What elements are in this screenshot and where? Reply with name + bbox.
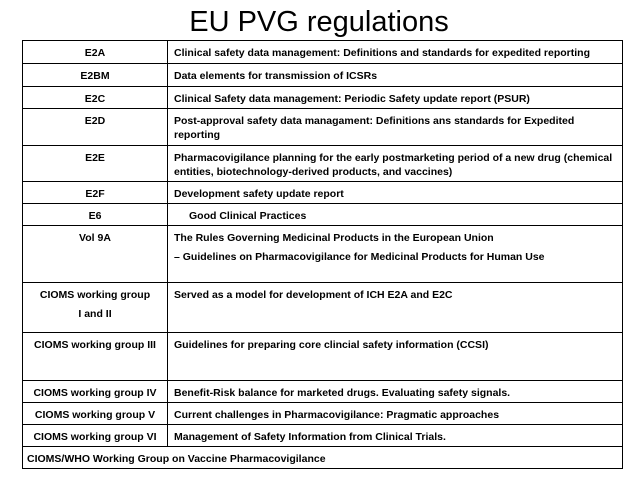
regulation-code: E2C <box>22 86 168 109</box>
table-row: CIOMS working group III Guidelines for pr… <box>22 332 623 381</box>
regulation-code: E2D <box>22 108 168 146</box>
regulation-description: Current challenges in Pharmacovigilance:… <box>167 402 623 425</box>
table-row: E2E Pharmacovigilance planning for the ea… <box>22 145 623 182</box>
regulation-code: E6 <box>22 203 168 226</box>
table-row: CIOMS/WHO Working Group on Vaccine Pharm… <box>22 446 623 469</box>
table-row: CIOMS working group IV Benefit-Risk balan… <box>22 380 623 403</box>
regulation-code: CIOMS working group IV <box>22 380 168 403</box>
regulation-code: CIOMS working group I and II <box>22 282 168 333</box>
regulation-description: Clinical Safety data management: Periodi… <box>167 86 623 109</box>
cell-line: The Rules Governing Medicinal Products i… <box>174 232 494 244</box>
cell-line: CIOMS working group <box>39 289 151 301</box>
regulation-code: E2F <box>22 181 168 204</box>
table-row: CIOMS working group I and II Served as a m… <box>22 282 623 333</box>
regulation-code: CIOMS/WHO Working Group on Vaccine Pharm… <box>22 446 623 469</box>
regulation-description: Pharmacovigilance planning for the early… <box>167 145 623 182</box>
regulation-description: Management of Safety Information from Cl… <box>167 424 623 447</box>
table-row: Vol 9A The Rules Governing Medicinal Prod… <box>22 225 623 283</box>
table-row: E2D Post-approval safety data managament:… <box>22 108 623 146</box>
regulation-description: Benefit-Risk balance for marketed drugs.… <box>167 380 623 403</box>
cell-line: I and II <box>78 308 112 320</box>
regulation-code: E2E <box>22 145 168 182</box>
regulations-table: E2A Clinical safety data management: Defi… <box>22 40 623 469</box>
slide-title: EU PVG regulations <box>189 6 449 38</box>
regulation-code: E2A <box>22 40 168 64</box>
table-row: E2A Clinical safety data management: Defi… <box>22 40 623 64</box>
regulation-description: Development safety update report <box>167 181 623 204</box>
regulation-description: Data elements for transmission of ICSRs <box>167 63 623 87</box>
table-row: CIOMS working group V Current challenges … <box>22 402 623 425</box>
regulation-code: Vol 9A <box>22 225 168 283</box>
regulation-description: Guidelines for preparing core clincial s… <box>167 332 623 381</box>
table-row: E2C Clinical Safety data management: Peri… <box>22 86 623 109</box>
table-row: E2F Development safety update report <box>22 181 623 204</box>
table-row: CIOMS working group VI Management of Safe… <box>22 424 623 447</box>
regulation-description: Served as a model for development of ICH… <box>167 282 623 333</box>
regulation-description: Good Clinical Practices <box>167 203 623 226</box>
regulation-code: CIOMS working group V <box>22 402 168 425</box>
cell-line: – Guidelines on Pharmacovigilance for Me… <box>174 251 545 263</box>
regulation-code: CIOMS working group VI <box>22 424 168 447</box>
table-row: E2BM Data elements for transmission of IC… <box>22 63 623 87</box>
regulation-description: Clinical safety data management: Definit… <box>167 40 623 64</box>
table-row: E6 Good Clinical Practices <box>22 203 623 226</box>
regulation-description: Post-approval safety data managament: De… <box>167 108 623 146</box>
regulation-description: The Rules Governing Medicinal Products i… <box>167 225 623 283</box>
regulation-code: CIOMS working group III <box>22 332 168 381</box>
regulation-code: E2BM <box>22 63 168 87</box>
